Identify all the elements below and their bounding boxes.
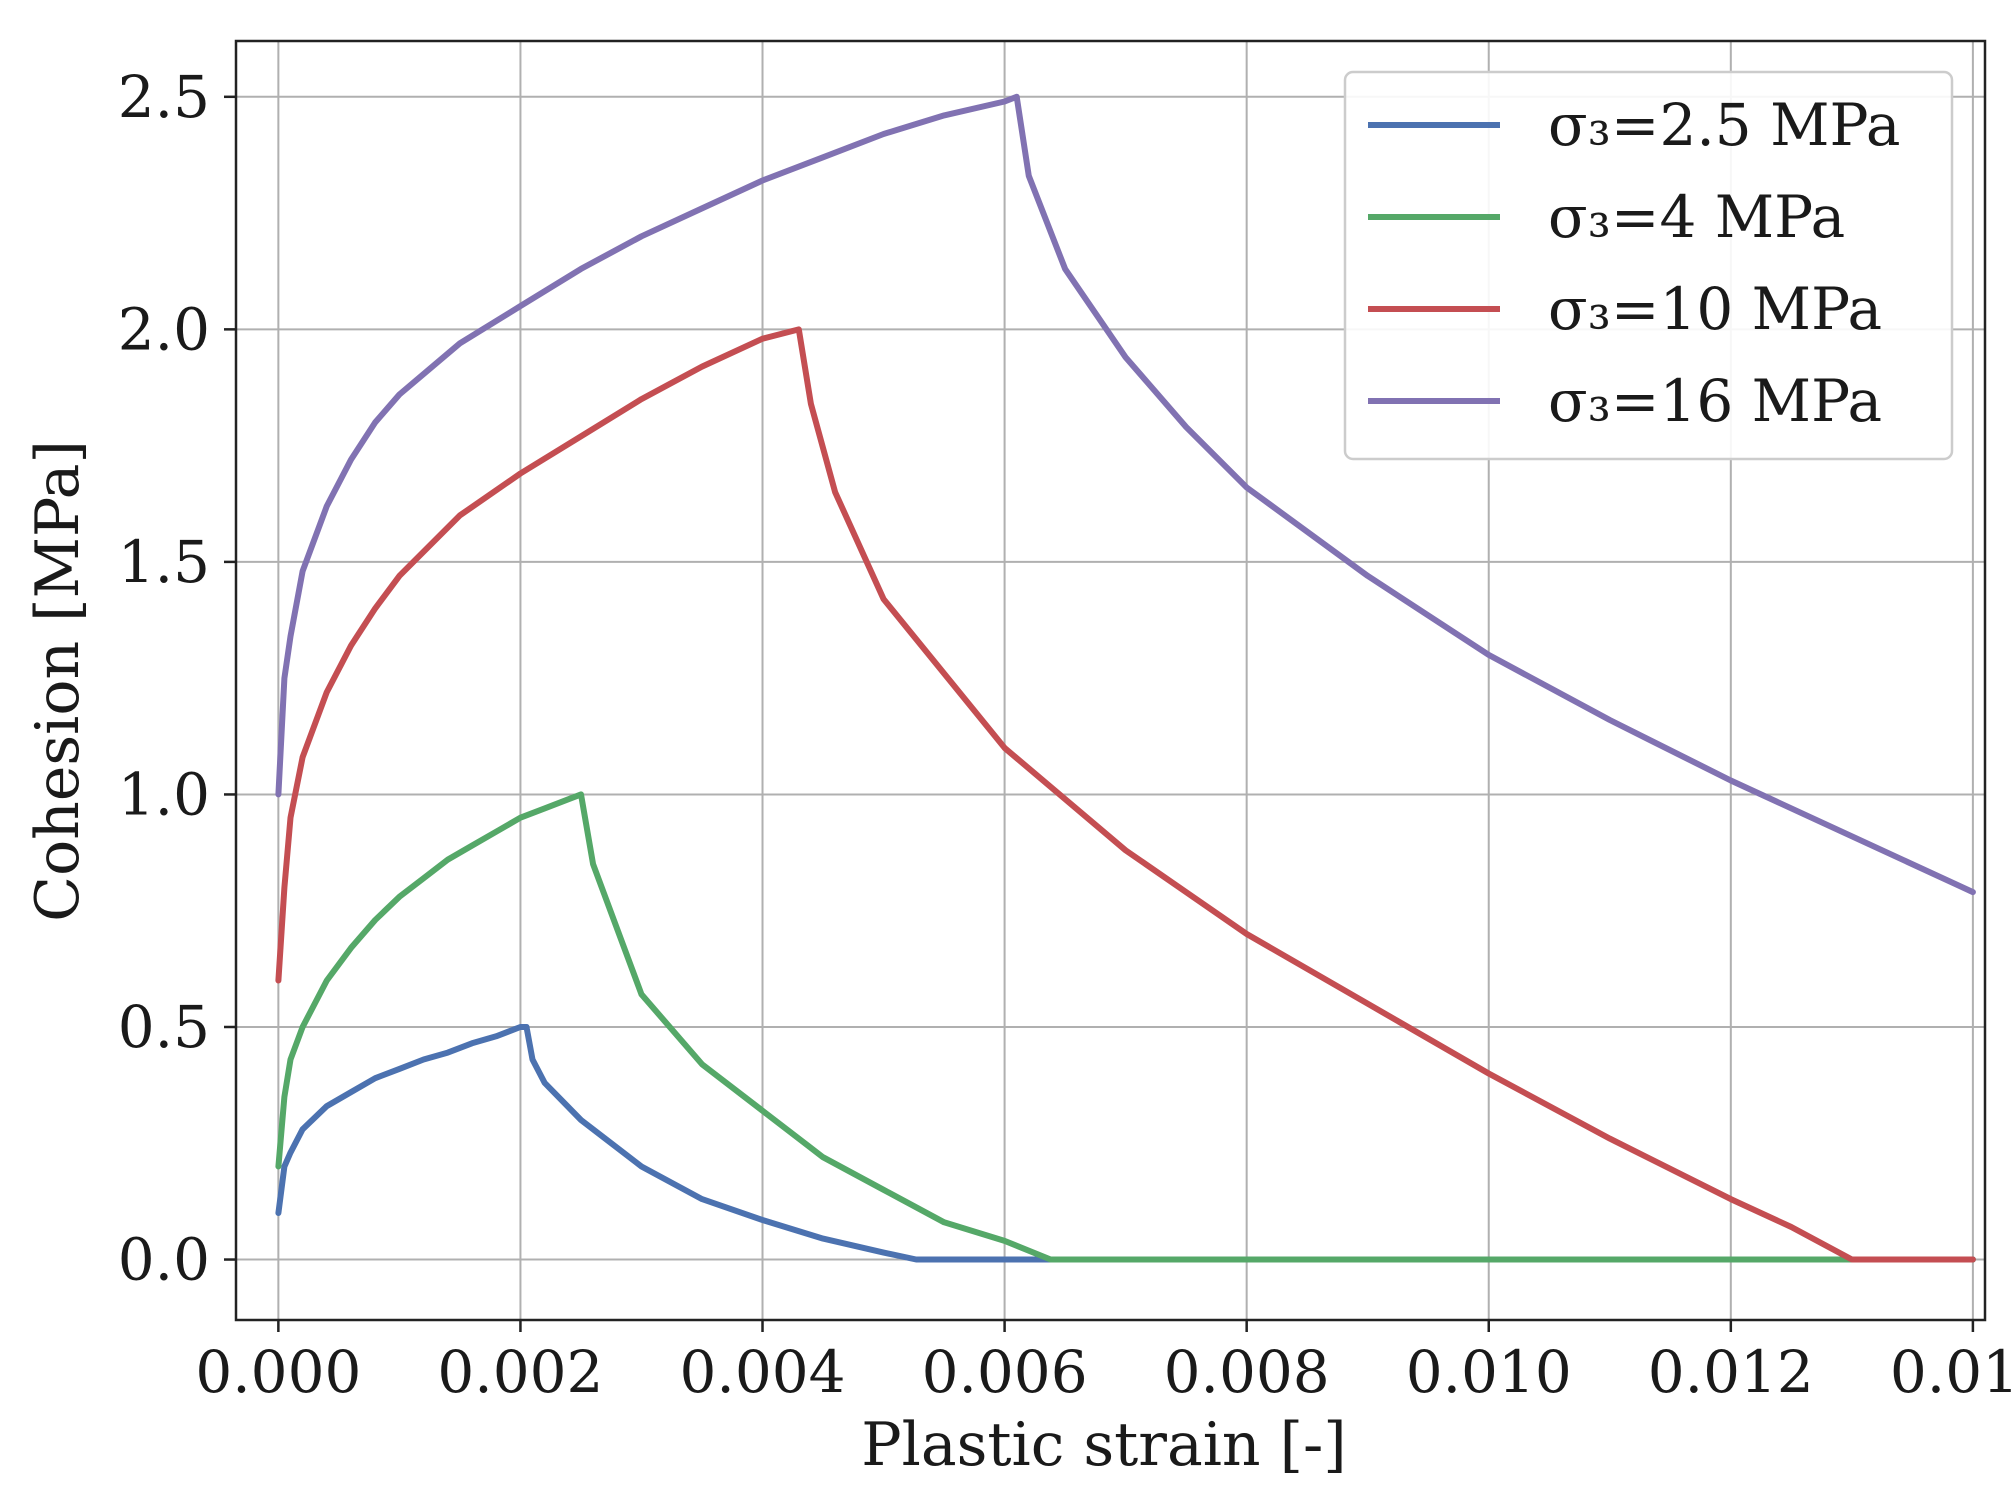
x-tick-label: 0.002: [437, 1338, 603, 1406]
y-axis-label: Cohesion [MPa]: [23, 440, 93, 922]
y-tick-label: 1.0: [118, 760, 210, 828]
series-line: [275, 1024, 1976, 1263]
y-tick-label: 1.5: [118, 528, 210, 596]
x-tick-label: 0.006: [922, 1338, 1088, 1406]
legend: σ₃=2.5 MPa σ₃=4 MPa σ₃=10 MPa σ₃=16 MPa: [1343, 70, 1954, 461]
x-tick-label: 0.012: [1648, 1338, 1814, 1406]
x-tick-label: 0.000: [195, 1338, 361, 1406]
legend-label: σ₃=4 MPa: [1548, 183, 1845, 251]
y-tick-label: 0.5: [118, 993, 210, 1061]
legend-box: [1343, 70, 1954, 461]
legend-entries: σ₃=2.5 MPa σ₃=4 MPa σ₃=10 MPa σ₃=16 MPa: [1368, 91, 1901, 435]
x-tick-label: 0.014: [1890, 1338, 2013, 1406]
plot-lines: [275, 93, 1976, 1263]
plot-frame: [234, 39, 1987, 1322]
y-tick-label: 0.0: [118, 1226, 210, 1294]
series-line: [275, 93, 1976, 896]
legend-label: σ₃=2.5 MPa: [1548, 91, 1901, 159]
axis-ticks: 0.000 0.002 0.004 0.006 0.008 0.010 0.012 0.014…: [118, 63, 2013, 1406]
x-axis-label: Plastic strain [-]: [861, 1410, 1346, 1480]
series-line: [275, 791, 1976, 1263]
y-tick-label: 2.0: [118, 295, 210, 363]
x-tick-label: 0.008: [1164, 1338, 1330, 1406]
legend-label: σ₃=10 MPa: [1548, 275, 1882, 343]
series-line: [275, 326, 1976, 1263]
x-tick-label: 0.010: [1406, 1338, 1572, 1406]
legend-label: σ₃=16 MPa: [1548, 367, 1882, 435]
y-tick-label: 2.5: [118, 63, 210, 131]
x-tick-label: 0.004: [679, 1338, 845, 1406]
